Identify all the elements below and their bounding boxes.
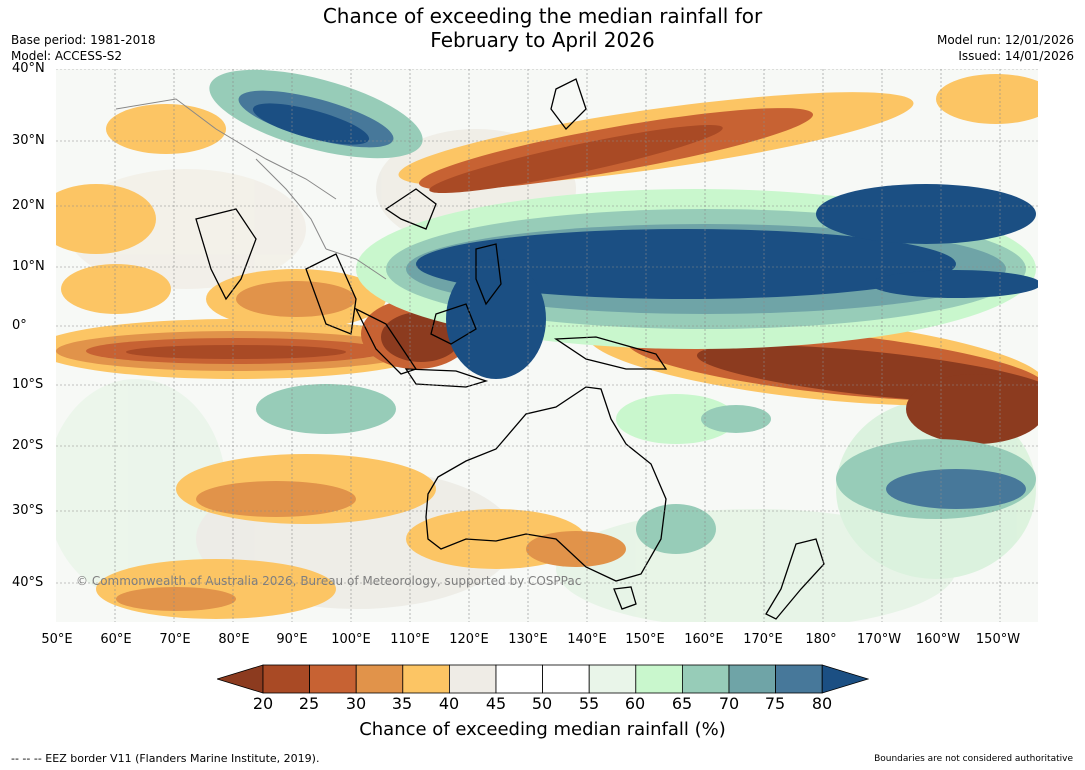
colorbar-segment	[588, 664, 637, 694]
japan-outline	[550, 78, 587, 130]
country-borders	[115, 98, 387, 280]
chart-title-line1: Chance of exceeding the median rainfall …	[322, 4, 763, 28]
chart-title: Chance of exceeding the median rainfall …	[0, 4, 1085, 52]
colorbar-segment	[542, 664, 590, 694]
colorbar	[217, 664, 869, 694]
lon-label: 110°E	[390, 632, 430, 647]
lat-label: 30°S	[12, 503, 44, 518]
indochina-outline	[305, 253, 357, 335]
lon-label: 130°E	[508, 632, 548, 647]
china-coast-outline	[384, 188, 437, 230]
india-outline	[195, 208, 257, 301]
colorbar-tick: 20	[252, 694, 274, 713]
colorbar-tick: 80	[811, 694, 833, 713]
colorbar-tick: 60	[624, 694, 646, 713]
wet-regions	[209, 69, 1038, 554]
colorbar-tick: 65	[671, 694, 693, 713]
rainfall-map: © Commonwealth of Australia 2026, Bureau…	[56, 69, 1038, 622]
new-guinea-outline	[554, 336, 668, 370]
colorbar-tick: 25	[298, 694, 320, 713]
colorbar-segment	[495, 664, 543, 694]
lat-label: 40°S	[12, 575, 44, 590]
colorbar-tick: 30	[345, 694, 367, 713]
base-period-text: Base period: 1981-2018	[11, 33, 156, 47]
colorbar-segment	[309, 664, 357, 694]
java-outline	[404, 368, 489, 388]
colorbar-segment	[681, 664, 730, 694]
colorbar-tick: 55	[578, 694, 600, 713]
colorbar-segment	[262, 664, 310, 694]
lon-label: 170°E	[743, 632, 783, 647]
borneo-outline	[430, 303, 477, 345]
colorbar-segment	[355, 664, 404, 694]
model-text: Model: ACCESS-S2	[11, 49, 123, 63]
lat-label: 10°N	[12, 259, 45, 274]
lon-label: 70°E	[159, 632, 191, 647]
lat-label: 40°N	[12, 61, 45, 76]
colorbar-extend-low	[217, 664, 264, 694]
lon-label: 90°E	[276, 632, 308, 647]
new-zealand-outline	[765, 538, 825, 620]
copyright-text: © Commonwealth of Australia 2026, Bureau…	[76, 574, 582, 588]
meta-right: Model run: 12/01/2026 Issued: 14/01/2026	[937, 32, 1074, 64]
colorbar-title: Chance of exceeding median rainfall (%)	[359, 719, 726, 740]
colorbar-tick: 40	[438, 694, 460, 713]
lon-label: 50°E	[41, 632, 73, 647]
lon-label: 180°	[805, 632, 837, 647]
australia-outline	[425, 386, 667, 582]
tasmania-outline	[613, 586, 637, 610]
disclaimer-text: Boundaries are not considered authoritat…	[874, 754, 1073, 764]
lon-label: 160°E	[684, 632, 724, 647]
chart-title-line2: February to April 2026	[430, 28, 655, 52]
colorbar-segment	[448, 664, 497, 694]
coastlines	[195, 78, 825, 620]
lon-label: 140°E	[567, 632, 607, 647]
lat-label: 20°S	[12, 438, 44, 453]
colorbar-segment	[775, 664, 823, 694]
colorbar-tick: 70	[718, 694, 740, 713]
lon-label: 100°E	[331, 632, 371, 647]
lon-label: 60°E	[100, 632, 132, 647]
colorbar-tick: 35	[391, 694, 413, 713]
gridlines	[56, 69, 1038, 622]
colorbar-tick: 75	[764, 694, 786, 713]
lon-label: 80°E	[218, 632, 250, 647]
colorbar-tick: 50	[531, 694, 553, 713]
lon-label: 150°W	[975, 632, 1021, 647]
eez-note: -- -- -- EEZ border V11 (Flanders Marine…	[11, 752, 320, 765]
colorbar-tick: 45	[485, 694, 507, 713]
issued-text: Issued: 14/01/2026	[958, 49, 1074, 63]
lat-label: 30°N	[12, 133, 45, 148]
model-run-text: Model run: 12/01/2026	[936, 33, 1074, 47]
colorbar-segment	[402, 664, 450, 694]
lat-label: 0°	[12, 318, 27, 333]
map-svg	[56, 69, 1038, 622]
colorbar-extend-high	[821, 664, 869, 694]
sumatra-outline	[354, 307, 418, 375]
lon-label: 150°E	[625, 632, 665, 647]
lon-label: 120°E	[449, 632, 489, 647]
colorbar-segment	[635, 664, 683, 694]
lat-label: 10°S	[12, 377, 44, 392]
colorbar-segment	[728, 664, 776, 694]
meta-left: Base period: 1981-2018 Model: ACCESS-S2	[11, 32, 156, 64]
lat-label: 20°N	[12, 198, 45, 213]
lon-label: 160°W	[915, 632, 961, 647]
lon-label: 170°W	[856, 632, 902, 647]
philippines-outline	[475, 243, 502, 306]
